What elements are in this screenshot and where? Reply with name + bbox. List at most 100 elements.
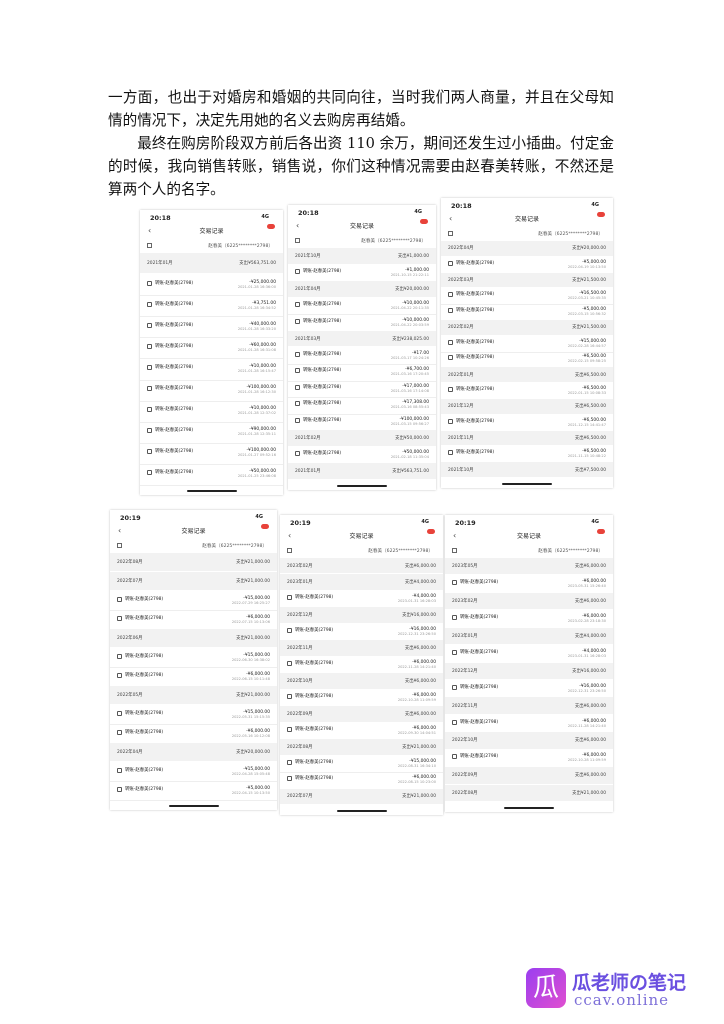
status-network: 4G <box>421 519 429 525</box>
transaction: 转账-赵春美(2798) -¥6,000.00 2022-09-30 14:04:5… <box>280 723 443 741</box>
transaction-amount: -¥6,700.00 <box>405 367 429 373</box>
month-header: 2021年10月 支出¥1,000.00 <box>288 248 436 264</box>
transaction-name: 转账-赵春美(2798) <box>303 451 342 457</box>
home-indicator <box>186 490 237 492</box>
transaction-amount: -¥50,000.00 <box>249 469 276 475</box>
month-header: 2021年03月 支出¥238,025.00 <box>288 330 436 347</box>
transaction-date: 2021-01-28 12:37:02 <box>237 411 276 416</box>
transfer-icon <box>295 268 300 274</box>
transfer-icon <box>147 428 152 434</box>
transaction-date: 2021-01-28 16:33:20 <box>237 326 276 331</box>
transaction: 转账-赵春美(2798) -¥6,000.00 2023-02-28 23:18:3… <box>445 610 613 629</box>
transaction-amount: -¥90,000.00 <box>249 427 276 433</box>
account-label: 赵春美（6225********2798） <box>361 239 426 244</box>
month-header: 2023年01月 支出¥4,000.00 <box>280 574 443 590</box>
transfer-icon <box>147 364 152 370</box>
month-total: 支出¥6,000.00 <box>574 738 606 744</box>
transaction-name: 转账-赵春美(2798) <box>456 292 495 298</box>
status-network: 4G <box>591 202 599 208</box>
transaction-name: 转账-赵春美(2798) <box>303 368 342 374</box>
month-header: 2022年09月 支出¥6,000.00 <box>280 706 443 722</box>
account-label: 赵春美（6225********2798） <box>538 549 603 554</box>
transaction: 转账-赵春美(2798) -¥6,000.00 2022-07-15 10:13:0… <box>110 610 277 630</box>
transaction: 转账-赵春美(2798) -¥50,000.00 2021-01-25 23:46:… <box>140 464 283 486</box>
status-bar: 20:19 4G <box>445 515 613 529</box>
transfer-icon <box>147 343 152 349</box>
month-total: 支出¥238,025.00 <box>392 336 429 342</box>
back-icon: ‹ <box>118 526 122 535</box>
month-total: 支出¥4,000.00 <box>574 633 606 639</box>
transaction: 转账-赵春美(2798) -¥40,000.00 2021-01-28 16:33:… <box>140 316 283 339</box>
transaction-name: 转账-赵春美(2798) <box>125 653 164 659</box>
transaction-date: 2021-02-18 11:35:04 <box>390 455 429 460</box>
month-label: 2022年10月 <box>452 738 478 744</box>
transaction: 转账-赵春美(2798) -¥17,308.00 2021-03-16 08:55:… <box>288 397 436 415</box>
account-label: 赵春美（6225********2798） <box>368 549 433 554</box>
transaction-amount: -¥40,000.00 <box>249 321 276 327</box>
back-icon: ‹ <box>148 226 152 235</box>
transaction-name: 转账-赵春美(2798) <box>155 322 194 328</box>
transaction-date: 2022-01-15 10:08:33 <box>567 391 606 396</box>
transaction-date: 2021-01-28 16:34:52 <box>237 305 276 310</box>
month-header: 2022年07月 支出¥21,000.00 <box>110 572 277 590</box>
month-label: 2022年12月 <box>452 668 478 674</box>
month-label: 2022年01月 <box>448 372 474 378</box>
transaction-amount: -¥15,000.00 <box>579 338 606 344</box>
transaction: 转账-赵春美(2798) -¥15,000.00 2022-08-31 16:34:… <box>280 756 443 774</box>
home-indicator <box>504 807 554 809</box>
status-bar: 20:18 4G <box>441 198 613 212</box>
month-total: 支出¥6,000.00 <box>404 563 436 569</box>
transaction: 转账-赵春美(2798) -¥60,000.00 2021-01-28 16:31:… <box>140 337 283 360</box>
nav-bar: ‹ 交易记录 <box>140 224 283 238</box>
notification-badge <box>597 212 605 217</box>
month-total: 支出¥21,000.00 <box>236 636 270 641</box>
transaction-date: 2021-01-28 16:36:00 <box>237 284 276 289</box>
transaction-name: 转账-赵春美(2798) <box>303 417 342 423</box>
nav-bar: ‹ 交易记录 <box>110 524 277 538</box>
transfer-icon <box>117 710 122 716</box>
status-bar: 20:18 4G <box>288 205 436 219</box>
month-total: 支出¥20,000.00 <box>395 286 429 292</box>
transfer-icon <box>117 653 122 659</box>
status-time: 20:18 <box>451 202 472 210</box>
transaction-amount: -¥6,000.00 <box>246 671 270 677</box>
account-label: 赵春美（6225********2798） <box>208 244 273 249</box>
transaction-date: 2022-06-15 10:11:48 <box>231 676 270 681</box>
month-label: 2022年11月 <box>452 703 478 709</box>
transfer-icon <box>147 449 152 455</box>
transaction-date: 2021-12-15 14:41:47 <box>567 422 606 427</box>
month-total: 支出¥6,000.00 <box>404 678 436 684</box>
transaction-date: 2022-06-30 16:38:02 <box>231 657 270 662</box>
transaction-name: 转账-赵春美(2798) <box>460 754 499 760</box>
transaction: 转账-赵春美(2798) -¥6,000.00 2022-10-28 11:09:5… <box>445 750 613 769</box>
transaction-date: 2022-11-28 14:21:40 <box>567 723 606 728</box>
transaction: 转账-赵春美(2798) -¥100,000.00 2021-03-15 09:56… <box>288 414 436 432</box>
month-header: 2021年12月 支出¥6,500.00 <box>441 399 613 414</box>
transaction-name: 转账-赵春美(2798) <box>456 339 495 345</box>
transaction-date: 2023-01-31 16:28:03 <box>397 599 436 604</box>
transaction: 转账-赵春美(2798) -¥6,500.00 2022-02-15 09:58:2… <box>441 352 613 369</box>
nav-bar: ‹ 交易记录 <box>441 212 613 226</box>
notification-badge <box>427 529 435 534</box>
transaction: 转账-赵春美(2798) -¥15,000.00 2022-06-30 16:38:… <box>110 648 277 668</box>
transaction-amount: -¥4,000.00 <box>412 594 436 600</box>
month-total: 支出¥563,751.00 <box>392 469 429 475</box>
transaction: 转账-赵春美(2798) -¥100,000.00 2021-01-28 16:12… <box>140 380 283 402</box>
transaction-name: 转账-赵春美(2798) <box>460 719 499 725</box>
transfer-icon <box>117 615 122 621</box>
transfer-icon <box>452 719 457 725</box>
month-header: 2023年02月 支出¥6,000.00 <box>445 592 613 610</box>
month-total: 支出¥21,000.00 <box>236 579 270 584</box>
transaction-date: 2022-11-28 14:21:40 <box>397 665 436 670</box>
month-label: 2022年04月 <box>117 750 143 755</box>
transaction-date: 2023-05-31 15:26:40 <box>567 584 606 589</box>
month-label: 2022年12月 <box>287 613 313 619</box>
status-time: 20:18 <box>298 209 319 217</box>
transfer-icon <box>117 596 122 602</box>
transaction-date: 2021-03-15 09:56:27 <box>390 421 429 426</box>
transaction: 转账-赵春美(2798) -¥6,000.00 2023-05-31 15:26:4… <box>445 575 613 594</box>
transfer-icon <box>287 759 292 765</box>
calendar-icon <box>117 543 122 548</box>
transfer-icon <box>452 684 457 690</box>
account-filter: 赵春美（6225********2798） <box>280 546 443 556</box>
